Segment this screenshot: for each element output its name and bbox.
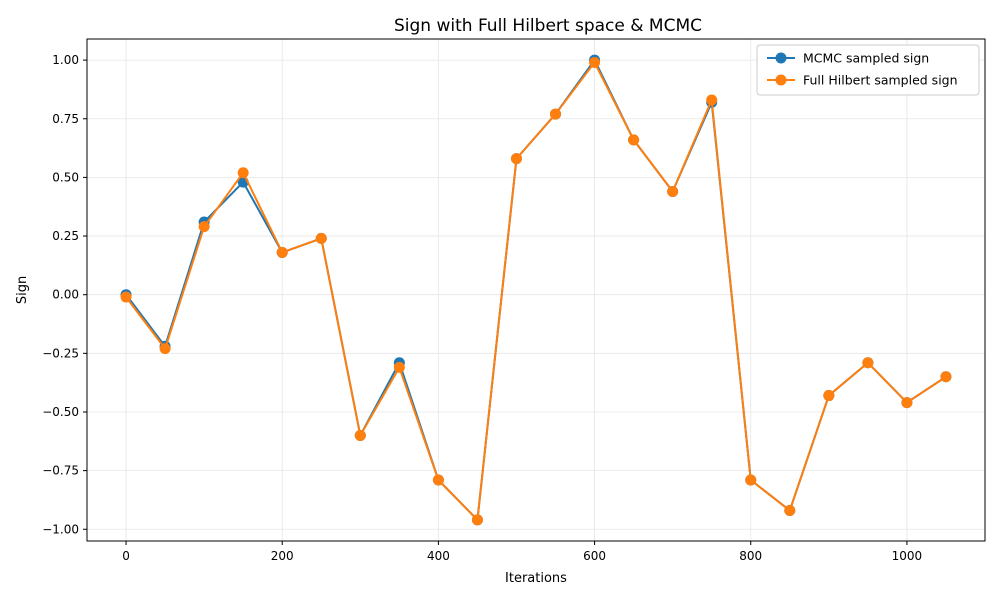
series-full-hilbert (120, 56, 952, 526)
data-point (510, 153, 522, 165)
y-axis-ticks: −1.00 −0.75 −0.50 −0.25 0.00 0.25 0.50 0.75 1.00 (42, 53, 87, 536)
x-tick-label: 800 (739, 549, 762, 563)
x-tick-label: 1000 (892, 549, 923, 563)
legend-marker (775, 52, 787, 64)
legend-label: MCMC sampled sign (803, 51, 929, 66)
data-point (823, 390, 835, 402)
y-tick-label: −0.50 (42, 405, 79, 419)
legend-box (756, 44, 980, 96)
plot-frame (86, 38, 986, 542)
series-mcmc (120, 54, 952, 526)
data-point (432, 474, 444, 486)
data-point (784, 505, 796, 517)
x-tick-label: 400 (427, 549, 450, 563)
data-point (393, 361, 405, 373)
plot-area (120, 54, 952, 526)
y-tick-label: 0.25 (52, 229, 79, 243)
y-tick-label: 0.00 (52, 288, 79, 302)
y-tick-label: −0.25 (42, 346, 79, 360)
x-axis-label: Iterations (505, 571, 567, 586)
data-point (315, 232, 327, 244)
data-point (354, 429, 366, 441)
series-line (125, 59, 947, 521)
data-point (120, 291, 132, 303)
chart-title: Sign with Full Hilbert space & MCMC (394, 16, 702, 36)
data-point (550, 108, 562, 120)
y-tick-label: −1.00 (42, 522, 79, 536)
data-point (237, 167, 249, 179)
series-line (125, 61, 947, 521)
y-tick-label: −0.75 (42, 464, 79, 478)
data-point (471, 514, 483, 526)
data-point (862, 357, 874, 369)
data-point (159, 343, 171, 355)
legend-label: Full Hilbert sampled sign (803, 73, 958, 88)
y-axis-label: Sign (15, 276, 30, 304)
x-tick-label: 0 (122, 549, 130, 563)
gridlines (87, 39, 985, 541)
legend-marker (775, 74, 787, 86)
y-tick-label: 1.00 (52, 53, 79, 67)
data-point (628, 134, 640, 146)
data-point (667, 185, 679, 197)
data-point (940, 371, 952, 383)
data-point (901, 397, 913, 409)
x-tick-label: 600 (583, 549, 606, 563)
y-tick-label: 0.75 (52, 112, 79, 126)
data-point (745, 474, 757, 486)
data-point (276, 246, 288, 258)
data-point (198, 221, 210, 233)
legend: MCMC sampled sign Full Hilbert sampled si… (756, 44, 980, 96)
x-tick-label: 200 (271, 549, 294, 563)
y-tick-label: 0.50 (52, 170, 79, 184)
x-axis-ticks: 0 200 400 600 800 1000 (122, 541, 922, 563)
data-point (589, 56, 601, 68)
data-point (706, 94, 718, 106)
legend-item: MCMC sampled sign (767, 51, 929, 66)
legend-item: Full Hilbert sampled sign (767, 73, 958, 88)
